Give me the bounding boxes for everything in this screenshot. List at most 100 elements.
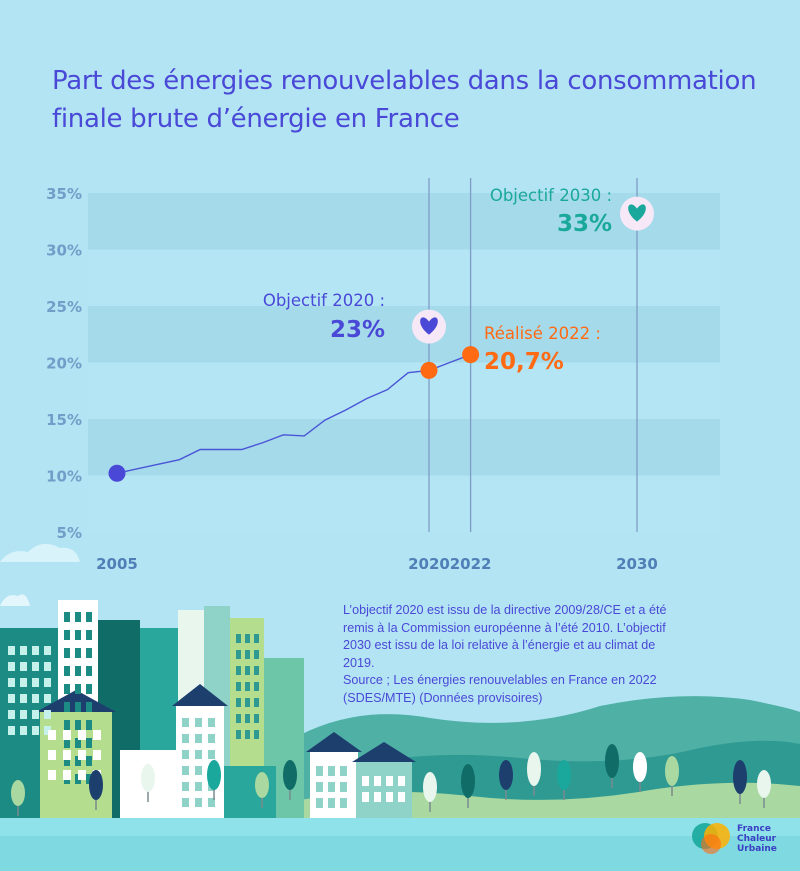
note-line: Source ; Les énergies renouvelables en F… — [343, 673, 657, 688]
building-roof — [352, 742, 416, 762]
heart-icon — [420, 317, 438, 335]
tree — [499, 760, 513, 790]
window — [75, 684, 81, 694]
window — [236, 698, 241, 707]
window — [48, 730, 56, 740]
window — [208, 734, 215, 743]
window — [236, 714, 241, 723]
window — [245, 650, 250, 659]
overlapping-circles-logo — [692, 823, 730, 854]
note-line: 2030 est issu de la loi relative à l’éne… — [343, 638, 656, 653]
tree — [733, 760, 747, 794]
window — [208, 718, 215, 727]
y-tick-label: 35% — [46, 185, 82, 203]
window — [48, 770, 56, 780]
y-tick-label: 5% — [57, 524, 82, 542]
heart-icon — [628, 204, 646, 222]
tree — [757, 770, 771, 798]
window — [236, 730, 241, 739]
water-shade — [0, 836, 800, 871]
window — [20, 662, 27, 671]
window — [20, 710, 27, 719]
grid-band — [88, 475, 720, 532]
window — [64, 738, 70, 748]
grid-band — [88, 419, 720, 476]
tree — [605, 744, 619, 778]
y-tick-label: 20% — [46, 355, 82, 373]
note-line: (SDES/MTE) (Données provisoires) — [343, 690, 543, 705]
window — [236, 682, 241, 691]
logo-line: Chaleur — [737, 834, 777, 844]
logo-line: France — [737, 824, 771, 834]
window — [254, 682, 259, 691]
tree — [255, 772, 269, 798]
window — [32, 678, 39, 687]
window — [44, 726, 51, 735]
grid-band — [88, 306, 720, 363]
window — [254, 666, 259, 675]
window — [245, 698, 250, 707]
window — [182, 798, 189, 807]
window — [195, 782, 202, 791]
trees — [11, 744, 771, 816]
x-tick-label: 2022 — [450, 555, 492, 573]
window — [362, 792, 369, 802]
window — [78, 750, 86, 760]
window — [362, 776, 369, 786]
window — [316, 782, 323, 792]
window — [328, 798, 335, 808]
window — [32, 726, 39, 735]
window — [316, 798, 323, 808]
window — [86, 612, 92, 622]
window — [386, 776, 393, 786]
note-line: remis à la Commission européenne à l’été… — [343, 620, 666, 635]
window — [44, 710, 51, 719]
tree — [633, 752, 647, 782]
building — [224, 766, 276, 820]
x-tick-label: 2020 — [408, 555, 450, 573]
y-tick-label: 15% — [46, 411, 82, 429]
tree — [527, 752, 541, 786]
city-illustration — [0, 543, 800, 871]
source-note: L’objectif 2020 est issu de la directive… — [343, 602, 783, 708]
window — [236, 634, 241, 643]
building-windows — [8, 612, 405, 808]
window — [8, 694, 15, 703]
building — [356, 762, 412, 820]
window — [75, 612, 81, 622]
window — [63, 770, 71, 780]
data-point-2020 — [420, 361, 438, 379]
window — [64, 612, 70, 622]
window — [86, 702, 92, 712]
logo-wordmark: France Chaleur Urbaine — [737, 824, 777, 854]
grid-band — [88, 362, 720, 419]
window — [63, 750, 71, 760]
window — [32, 646, 39, 655]
window — [208, 798, 215, 807]
window — [195, 750, 202, 759]
window — [236, 666, 241, 675]
window — [195, 766, 202, 775]
window — [93, 730, 101, 740]
window — [8, 710, 15, 719]
tree — [423, 772, 437, 802]
window — [64, 630, 70, 640]
window — [208, 750, 215, 759]
tree — [557, 760, 571, 790]
note-line: 2019. — [343, 655, 375, 670]
note-line: L’objectif 2020 est issu de la directive… — [343, 603, 667, 617]
window — [245, 682, 250, 691]
window — [245, 714, 250, 723]
window — [254, 714, 259, 723]
window — [182, 734, 189, 743]
window — [32, 710, 39, 719]
chart: 35% 30% 25% 20% 15% 10% 5% 2005 2020 2022 2030 Obje… — [46, 178, 720, 573]
window — [64, 756, 70, 766]
window — [75, 756, 81, 766]
x-tick-label: 2030 — [616, 555, 658, 573]
window — [340, 798, 347, 808]
window — [195, 798, 202, 807]
window — [254, 634, 259, 643]
window — [182, 782, 189, 791]
